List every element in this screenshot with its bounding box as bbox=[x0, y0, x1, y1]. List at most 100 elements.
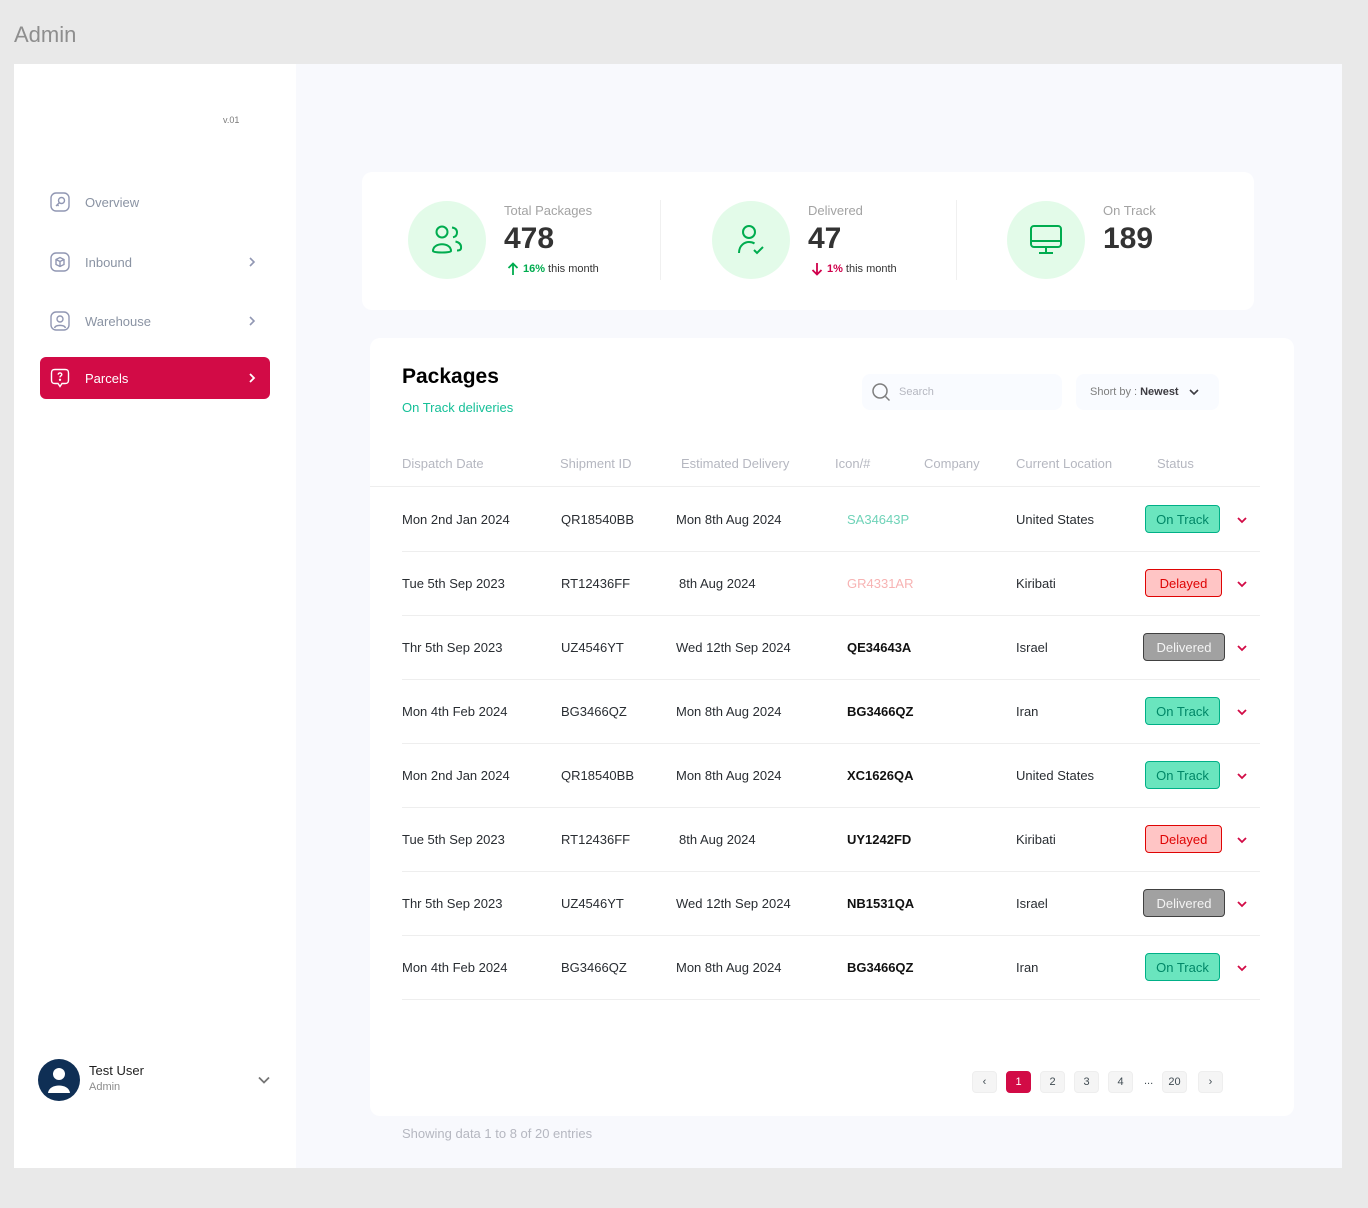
status-badge: On Track bbox=[1145, 761, 1220, 789]
cell-shipment-id: BG3466QZ bbox=[561, 960, 627, 975]
cell-icon-code: GR4331AR bbox=[847, 576, 914, 591]
chevron-right-icon bbox=[249, 316, 256, 326]
3d-square-icon bbox=[49, 251, 71, 273]
row-expand-chevron-icon[interactable] bbox=[1234, 768, 1250, 784]
pagination-page-1[interactable]: 1 bbox=[1006, 1071, 1031, 1093]
cell-estimated-delivery: Wed 12th Sep 2024 bbox=[676, 896, 791, 911]
sort-label: Short by : bbox=[1090, 386, 1138, 398]
sidebar-item-warehouse[interactable]: Warehouse bbox=[40, 300, 270, 342]
sidebar-item-parcels[interactable]: Parcels bbox=[40, 357, 270, 399]
column-header-current-location[interactable]: Current Location bbox=[1016, 456, 1113, 471]
arrow-down-icon bbox=[811, 263, 823, 276]
row-expand-chevron-icon[interactable] bbox=[1234, 640, 1250, 656]
cell-dispatch-date: Tue 5th Sep 2023 bbox=[402, 576, 505, 591]
row-expand-chevron-icon[interactable] bbox=[1234, 832, 1250, 848]
column-header-dispatch-date[interactable]: Dispatch Date bbox=[402, 456, 484, 471]
search-input[interactable] bbox=[899, 386, 1039, 398]
cell-dispatch-date: Thr 5th Sep 2023 bbox=[402, 640, 503, 655]
stat-label: On Track bbox=[1103, 203, 1156, 218]
table-row[interactable]: Tue 5th Sep 2023 RT12436FF 8th Aug 2024 GR4… bbox=[402, 552, 1260, 616]
cell-estimated-delivery: Mon 8th Aug 2024 bbox=[676, 960, 782, 975]
cell-estimated-delivery: Mon 8th Aug 2024 bbox=[676, 512, 782, 527]
pagination-page-3[interactable]: 3 bbox=[1074, 1071, 1099, 1093]
row-expand-chevron-icon[interactable] bbox=[1234, 512, 1250, 528]
user-square-icon bbox=[49, 310, 71, 332]
row-expand-chevron-icon[interactable] bbox=[1234, 704, 1250, 720]
message-question-icon bbox=[49, 367, 71, 389]
sidebar-item-inbound[interactable]: Inbound bbox=[40, 241, 270, 283]
sidebar: v.01 Overview Inbound Warehouse bbox=[14, 64, 296, 1168]
table-header-divider bbox=[370, 486, 1260, 487]
cell-current-location: Iran bbox=[1016, 960, 1039, 975]
search-icon bbox=[872, 383, 891, 402]
cell-icon-code: NB1531QA bbox=[847, 896, 915, 911]
table-row[interactable]: Mon 4th Feb 2024 BG3466QZ Mon 8th Aug 2024… bbox=[402, 936, 1260, 1000]
cell-shipment-id: RT12436FF bbox=[561, 576, 631, 591]
column-header-icon[interactable]: Icon/# bbox=[835, 456, 871, 471]
trend-text: this month bbox=[845, 263, 897, 275]
trend-percent: 1% bbox=[827, 263, 843, 275]
pagination-page-4[interactable]: 4 bbox=[1108, 1071, 1133, 1093]
pagination-page-2[interactable]: 2 bbox=[1040, 1071, 1065, 1093]
user-check-icon bbox=[712, 201, 790, 279]
pagination-prev-button[interactable]: ‹ bbox=[972, 1071, 997, 1093]
table-row[interactable]: Mon 2nd Jan 2024 QR18540BB Mon 8th Aug 202… bbox=[402, 744, 1260, 808]
stats-card: Total Packages 478 16% this month Delive… bbox=[362, 172, 1254, 310]
user-name: Test User bbox=[89, 1063, 144, 1078]
pagination: ‹ 1 2 3 4 ... 20 › bbox=[370, 1071, 1294, 1093]
sort-dropdown[interactable]: Short by : Newest bbox=[1076, 374, 1219, 410]
pagination-next-button[interactable]: › bbox=[1198, 1071, 1223, 1093]
avatar bbox=[38, 1059, 80, 1101]
table-row[interactable]: Thr 5th Sep 2023 UZ4546YT Wed 12th Sep 202… bbox=[402, 872, 1260, 936]
stat-label: Total Packages bbox=[504, 203, 593, 218]
sidebar-item-label: Warehouse bbox=[85, 313, 151, 329]
stat-divider bbox=[956, 200, 957, 280]
table-row[interactable]: Thr 5th Sep 2023 UZ4546YT Wed 12th Sep 202… bbox=[402, 616, 1260, 680]
version-label: v.01 bbox=[223, 115, 240, 125]
table-row[interactable]: Mon 2nd Jan 2024 QR18540BB Mon 8th Aug 202… bbox=[402, 488, 1260, 552]
chevron-down-icon[interactable] bbox=[254, 1070, 274, 1090]
sidebar-item-label: Overview bbox=[85, 194, 140, 210]
pagination-page-20[interactable]: 20 bbox=[1162, 1071, 1187, 1093]
chevron-right-icon bbox=[249, 373, 256, 383]
stat-delivered: Delivered 47 1% this month bbox=[712, 172, 972, 310]
frame-title: Admin bbox=[14, 22, 77, 47]
cell-current-location: Israel bbox=[1016, 896, 1048, 911]
cell-current-location: Israel bbox=[1016, 640, 1048, 655]
cell-dispatch-date: Mon 4th Feb 2024 bbox=[402, 960, 508, 975]
column-header-status[interactable]: Status bbox=[1157, 456, 1194, 471]
column-header-estimated-delivery[interactable]: Estimated Delivery bbox=[681, 456, 790, 471]
cell-dispatch-date: Thr 5th Sep 2023 bbox=[402, 896, 503, 911]
cell-current-location: Iran bbox=[1016, 704, 1039, 719]
cell-current-location: Kiribati bbox=[1016, 832, 1056, 847]
stat-value: 478 bbox=[504, 222, 555, 255]
table-row[interactable]: Tue 5th Sep 2023 RT12436FF 8th Aug 2024 UY1… bbox=[402, 808, 1260, 872]
column-header-company[interactable]: Company bbox=[924, 456, 980, 471]
column-header-shipment-id[interactable]: Shipment ID bbox=[560, 456, 632, 471]
row-expand-chevron-icon[interactable] bbox=[1234, 896, 1250, 912]
cell-icon-code: QE34643A bbox=[847, 640, 912, 655]
packages-subtitle[interactable]: On Track deliveries bbox=[402, 400, 514, 415]
stat-trend: 16% this month bbox=[506, 262, 599, 276]
sidebar-item-overview[interactable]: Overview bbox=[40, 181, 270, 223]
stat-value: 47 bbox=[808, 222, 842, 255]
row-expand-chevron-icon[interactable] bbox=[1234, 576, 1250, 592]
packages-title: Packages bbox=[402, 365, 499, 388]
cell-estimated-delivery: Mon 8th Aug 2024 bbox=[676, 768, 782, 783]
cell-shipment-id: UZ4546YT bbox=[561, 896, 624, 911]
cell-estimated-delivery: Wed 12th Sep 2024 bbox=[676, 640, 791, 655]
cell-estimated-delivery: 8th Aug 2024 bbox=[679, 832, 756, 847]
search-box[interactable] bbox=[862, 374, 1062, 410]
monitor-icon bbox=[1007, 201, 1085, 279]
stat-value: 189 bbox=[1103, 222, 1154, 255]
cell-dispatch-date: Tue 5th Sep 2023 bbox=[402, 832, 505, 847]
pagination-ellipsis: ... bbox=[1144, 1075, 1154, 1087]
table-row[interactable]: Mon 4th Feb 2024 BG3466QZ Mon 8th Aug 2024… bbox=[402, 680, 1260, 744]
user-profile[interactable]: Test User Admin bbox=[38, 1059, 274, 1101]
row-expand-chevron-icon[interactable] bbox=[1234, 960, 1250, 976]
cell-estimated-delivery: 8th Aug 2024 bbox=[679, 576, 756, 591]
status-badge: On Track bbox=[1145, 697, 1220, 725]
cell-current-location: United States bbox=[1016, 512, 1095, 527]
app-window: v.01 Overview Inbound Warehouse bbox=[14, 64, 1342, 1168]
cell-icon-code: BG3466QZ bbox=[847, 704, 914, 719]
